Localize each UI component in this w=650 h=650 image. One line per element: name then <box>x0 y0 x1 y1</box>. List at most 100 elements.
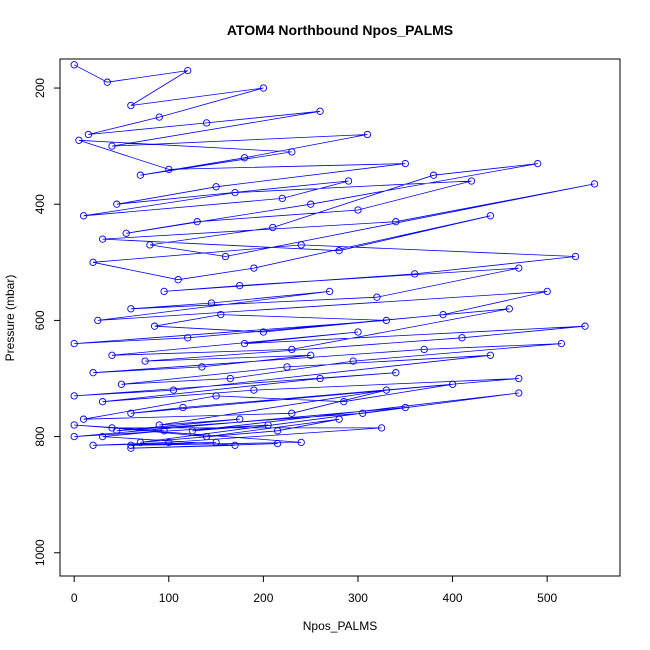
data-point <box>382 316 391 325</box>
data-point <box>349 357 357 365</box>
y-tick-label: 400 <box>33 194 47 214</box>
data-point <box>590 180 599 188</box>
data-point <box>340 398 348 406</box>
data-point <box>382 386 391 394</box>
data-point <box>79 415 88 423</box>
x-tick-label: 200 <box>253 591 273 605</box>
data-point <box>359 409 367 417</box>
data-point <box>165 165 173 174</box>
data-point <box>212 392 220 400</box>
data-point <box>240 154 249 162</box>
data-point <box>108 351 116 359</box>
data-point <box>193 218 201 226</box>
data-point <box>505 305 513 313</box>
data-point <box>117 380 126 388</box>
data-point <box>212 183 220 191</box>
data-point <box>543 287 551 296</box>
chart-title: ATOM4 Northbound Npos_PALMS <box>227 22 453 38</box>
series-line <box>74 64 595 449</box>
data-point <box>202 119 211 127</box>
data-point <box>429 171 438 179</box>
data-point <box>250 264 258 272</box>
data-point <box>401 403 409 412</box>
x-axis-label: Npos_PALMS <box>303 619 377 633</box>
data-point <box>515 389 523 397</box>
data-point <box>150 322 159 330</box>
data-point <box>278 194 286 203</box>
data-point <box>94 316 102 325</box>
data-point <box>515 374 523 383</box>
data-point <box>392 369 400 377</box>
x-axis: 0 100 200 300 400 500 <box>71 575 557 605</box>
data-point <box>439 310 447 319</box>
data-point <box>89 258 97 266</box>
data-point <box>174 276 182 284</box>
data-point <box>98 235 107 243</box>
data-point <box>344 177 353 185</box>
x-tick-label: 400 <box>443 591 463 605</box>
data-point <box>307 351 315 359</box>
x-tick-label: 300 <box>348 591 368 605</box>
data-point <box>288 148 296 156</box>
data-point <box>127 444 135 452</box>
data-point <box>297 438 305 447</box>
data-point <box>169 386 178 394</box>
data-point <box>127 305 135 313</box>
data-point <box>75 136 83 144</box>
data-point <box>354 206 362 214</box>
data-point <box>122 229 130 237</box>
data-point <box>207 299 216 307</box>
data-point <box>217 310 225 319</box>
y-axis-label: Pressure (mbar) <box>3 275 17 362</box>
y-tick-label: 800 <box>33 426 47 446</box>
data-point <box>160 287 168 296</box>
data-point <box>420 345 428 354</box>
data-layer <box>70 61 599 452</box>
data-point <box>127 101 135 110</box>
data-point <box>136 171 145 179</box>
data-point <box>70 392 78 400</box>
data-point <box>250 386 258 394</box>
data-point <box>316 374 324 383</box>
data-point <box>184 66 192 75</box>
data-point <box>486 212 495 220</box>
data-point <box>288 345 296 354</box>
data-point <box>155 113 163 121</box>
data-point <box>458 334 466 342</box>
data-point <box>236 281 244 290</box>
data-point <box>70 339 78 348</box>
data-point <box>335 415 343 423</box>
data-point <box>108 142 116 150</box>
data-point <box>240 339 249 348</box>
data-point <box>202 432 211 441</box>
data-point <box>269 223 277 232</box>
data-point <box>70 421 78 429</box>
data-point <box>89 369 97 377</box>
data-point <box>84 130 93 139</box>
data-point <box>79 212 88 220</box>
data-point <box>467 177 476 185</box>
data-point <box>515 264 523 272</box>
data-point <box>288 409 296 417</box>
data-point <box>160 427 168 435</box>
data-point <box>363 130 372 139</box>
data-point <box>231 441 239 449</box>
data-point <box>188 427 197 435</box>
data-point <box>273 427 282 435</box>
data-point <box>392 218 400 226</box>
data-point <box>401 159 409 168</box>
data-point <box>136 438 145 447</box>
data-point <box>70 61 78 69</box>
data-point <box>307 200 315 208</box>
data-point <box>89 441 97 449</box>
data-point <box>141 357 149 365</box>
data-point <box>146 241 154 249</box>
data-point <box>127 441 135 449</box>
data-point <box>411 270 419 278</box>
data-point <box>557 339 566 348</box>
data-point <box>198 363 206 371</box>
data-point <box>335 247 343 255</box>
data-point <box>70 432 78 441</box>
data-point <box>155 421 163 429</box>
y-tick-label: 200 <box>33 78 47 98</box>
